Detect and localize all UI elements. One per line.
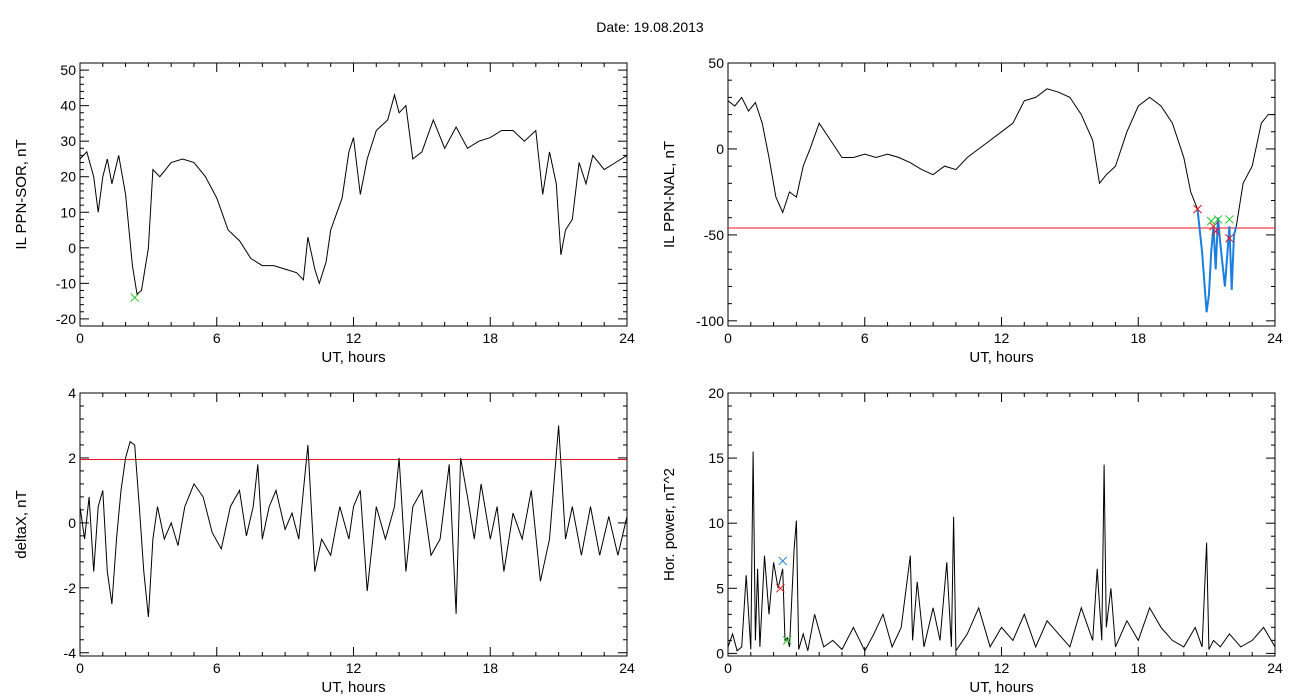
x-tick-label: 18 [482, 660, 498, 676]
x-marker [1213, 215, 1223, 224]
x-marker [782, 636, 792, 645]
x-tick-label: 12 [346, 330, 362, 346]
plot-frame [79, 62, 628, 327]
x-marker [778, 556, 788, 566]
y-tick-label: 0 [716, 645, 724, 661]
y-axis-label: deltaX, nT [13, 490, 30, 558]
series-line [728, 88, 1198, 214]
y-tick-label: 5 [716, 580, 724, 596]
y-axis-label: IL PPN-SOR, nT [13, 139, 30, 249]
x-marker-stroke [130, 293, 140, 302]
series-line [80, 425, 627, 618]
x-tick-label: 6 [861, 660, 869, 676]
y-tick-label: 20 [60, 169, 76, 185]
data-area [728, 88, 1275, 313]
x-tick-label: 24 [1267, 660, 1283, 676]
x-marker-stroke [1206, 216, 1216, 226]
x-tick-label: 0 [76, 660, 84, 676]
x-tick-label: 6 [213, 330, 221, 346]
x-marker [1193, 204, 1202, 214]
page-title: Date: 19.08.2013 [596, 19, 704, 35]
x-tick-label: 0 [724, 330, 732, 346]
y-tick-label: 0 [68, 515, 76, 531]
y-tick-label: -50 [704, 227, 724, 243]
x-tick-label: 18 [1130, 660, 1146, 676]
y-tick-label: 2 [68, 450, 76, 466]
x-marker-stroke [1225, 215, 1234, 224]
y-tick-label: 30 [60, 133, 76, 149]
y-tick-label: 40 [60, 98, 76, 114]
x-tick-label: 24 [619, 330, 635, 346]
data-area [728, 451, 1275, 653]
y-tick-label: 20 [708, 385, 724, 401]
x-marker-stroke [1213, 215, 1223, 224]
y-axis-label: IL PPN-NAL, nT [661, 141, 678, 248]
x-marker-stroke [1193, 204, 1202, 214]
y-tick-label: 10 [708, 515, 724, 531]
x-marker [1225, 233, 1234, 243]
y-tick-label: 0 [68, 240, 76, 256]
series-line [728, 451, 1275, 653]
plot-frame [79, 392, 628, 657]
y-tick-label: -20 [56, 311, 76, 327]
y-tick-label: 15 [708, 450, 724, 466]
x-marker [130, 293, 140, 302]
series-line [80, 93, 627, 295]
plot-frame [727, 62, 1276, 327]
y-tick-label: 0 [716, 141, 724, 157]
x-marker-stroke [1209, 221, 1218, 231]
series-line [1235, 114, 1275, 227]
x-marker-stroke [782, 636, 792, 645]
x-marker-stroke [776, 583, 785, 593]
data-area [80, 93, 627, 302]
y-tick-label: -4 [64, 645, 77, 661]
plot-frame [727, 392, 1276, 657]
x-tick-label: 0 [76, 330, 84, 346]
y-tick-label: -2 [64, 580, 77, 596]
x-axis-label: UT, hours [969, 349, 1033, 366]
selected-segment-line [1196, 208, 1238, 313]
x-marker-stroke [1211, 227, 1221, 236]
x-tick-label: 18 [1130, 330, 1146, 346]
y-tick-label: -100 [696, 313, 724, 329]
x-marker [776, 583, 785, 593]
x-tick-label: 18 [482, 330, 498, 346]
y-tick-label: 10 [60, 204, 76, 220]
panel-hor-power: 0 6 12 18 24 0 5 10 15 20 UT, hours Hor. power, nT^… [661, 385, 1283, 696]
x-tick-label: 12 [994, 330, 1010, 346]
y-tick-label: 4 [68, 385, 76, 401]
y-axis-label: Hor. power, nT^2 [661, 468, 678, 581]
y-tick-label: -10 [56, 275, 76, 291]
x-tick-label: 24 [1267, 330, 1283, 346]
x-axis-label: UT, hours [321, 349, 385, 366]
panel-ppn-nal: 0 6 12 18 24 -100 -50 0 50 UT, hours IL PPN-NAL, n… [661, 55, 1283, 366]
panel-ppn-sor: 0 6 12 18 24 -20 -10 0 10 20 30 40 50 UT, hours IL PPN… [13, 62, 635, 366]
x-tick-label: 6 [213, 660, 221, 676]
x-tick-label: 12 [994, 660, 1010, 676]
x-marker-stroke [778, 556, 788, 566]
x-axis-label: UT, hours [321, 679, 385, 696]
x-tick-label: 6 [861, 330, 869, 346]
x-axis-label: UT, hours [969, 679, 1033, 696]
x-tick-label: 12 [346, 660, 362, 676]
x-marker [1209, 221, 1218, 231]
x-tick-label: 24 [619, 660, 635, 676]
x-marker [1225, 215, 1234, 224]
y-tick-label: 50 [708, 55, 724, 71]
x-marker [1211, 227, 1221, 236]
y-tick-label: 50 [60, 62, 76, 78]
x-marker-stroke [1225, 233, 1234, 243]
x-marker [1206, 216, 1216, 226]
x-tick-label: 0 [724, 660, 732, 676]
data-area [80, 425, 627, 618]
